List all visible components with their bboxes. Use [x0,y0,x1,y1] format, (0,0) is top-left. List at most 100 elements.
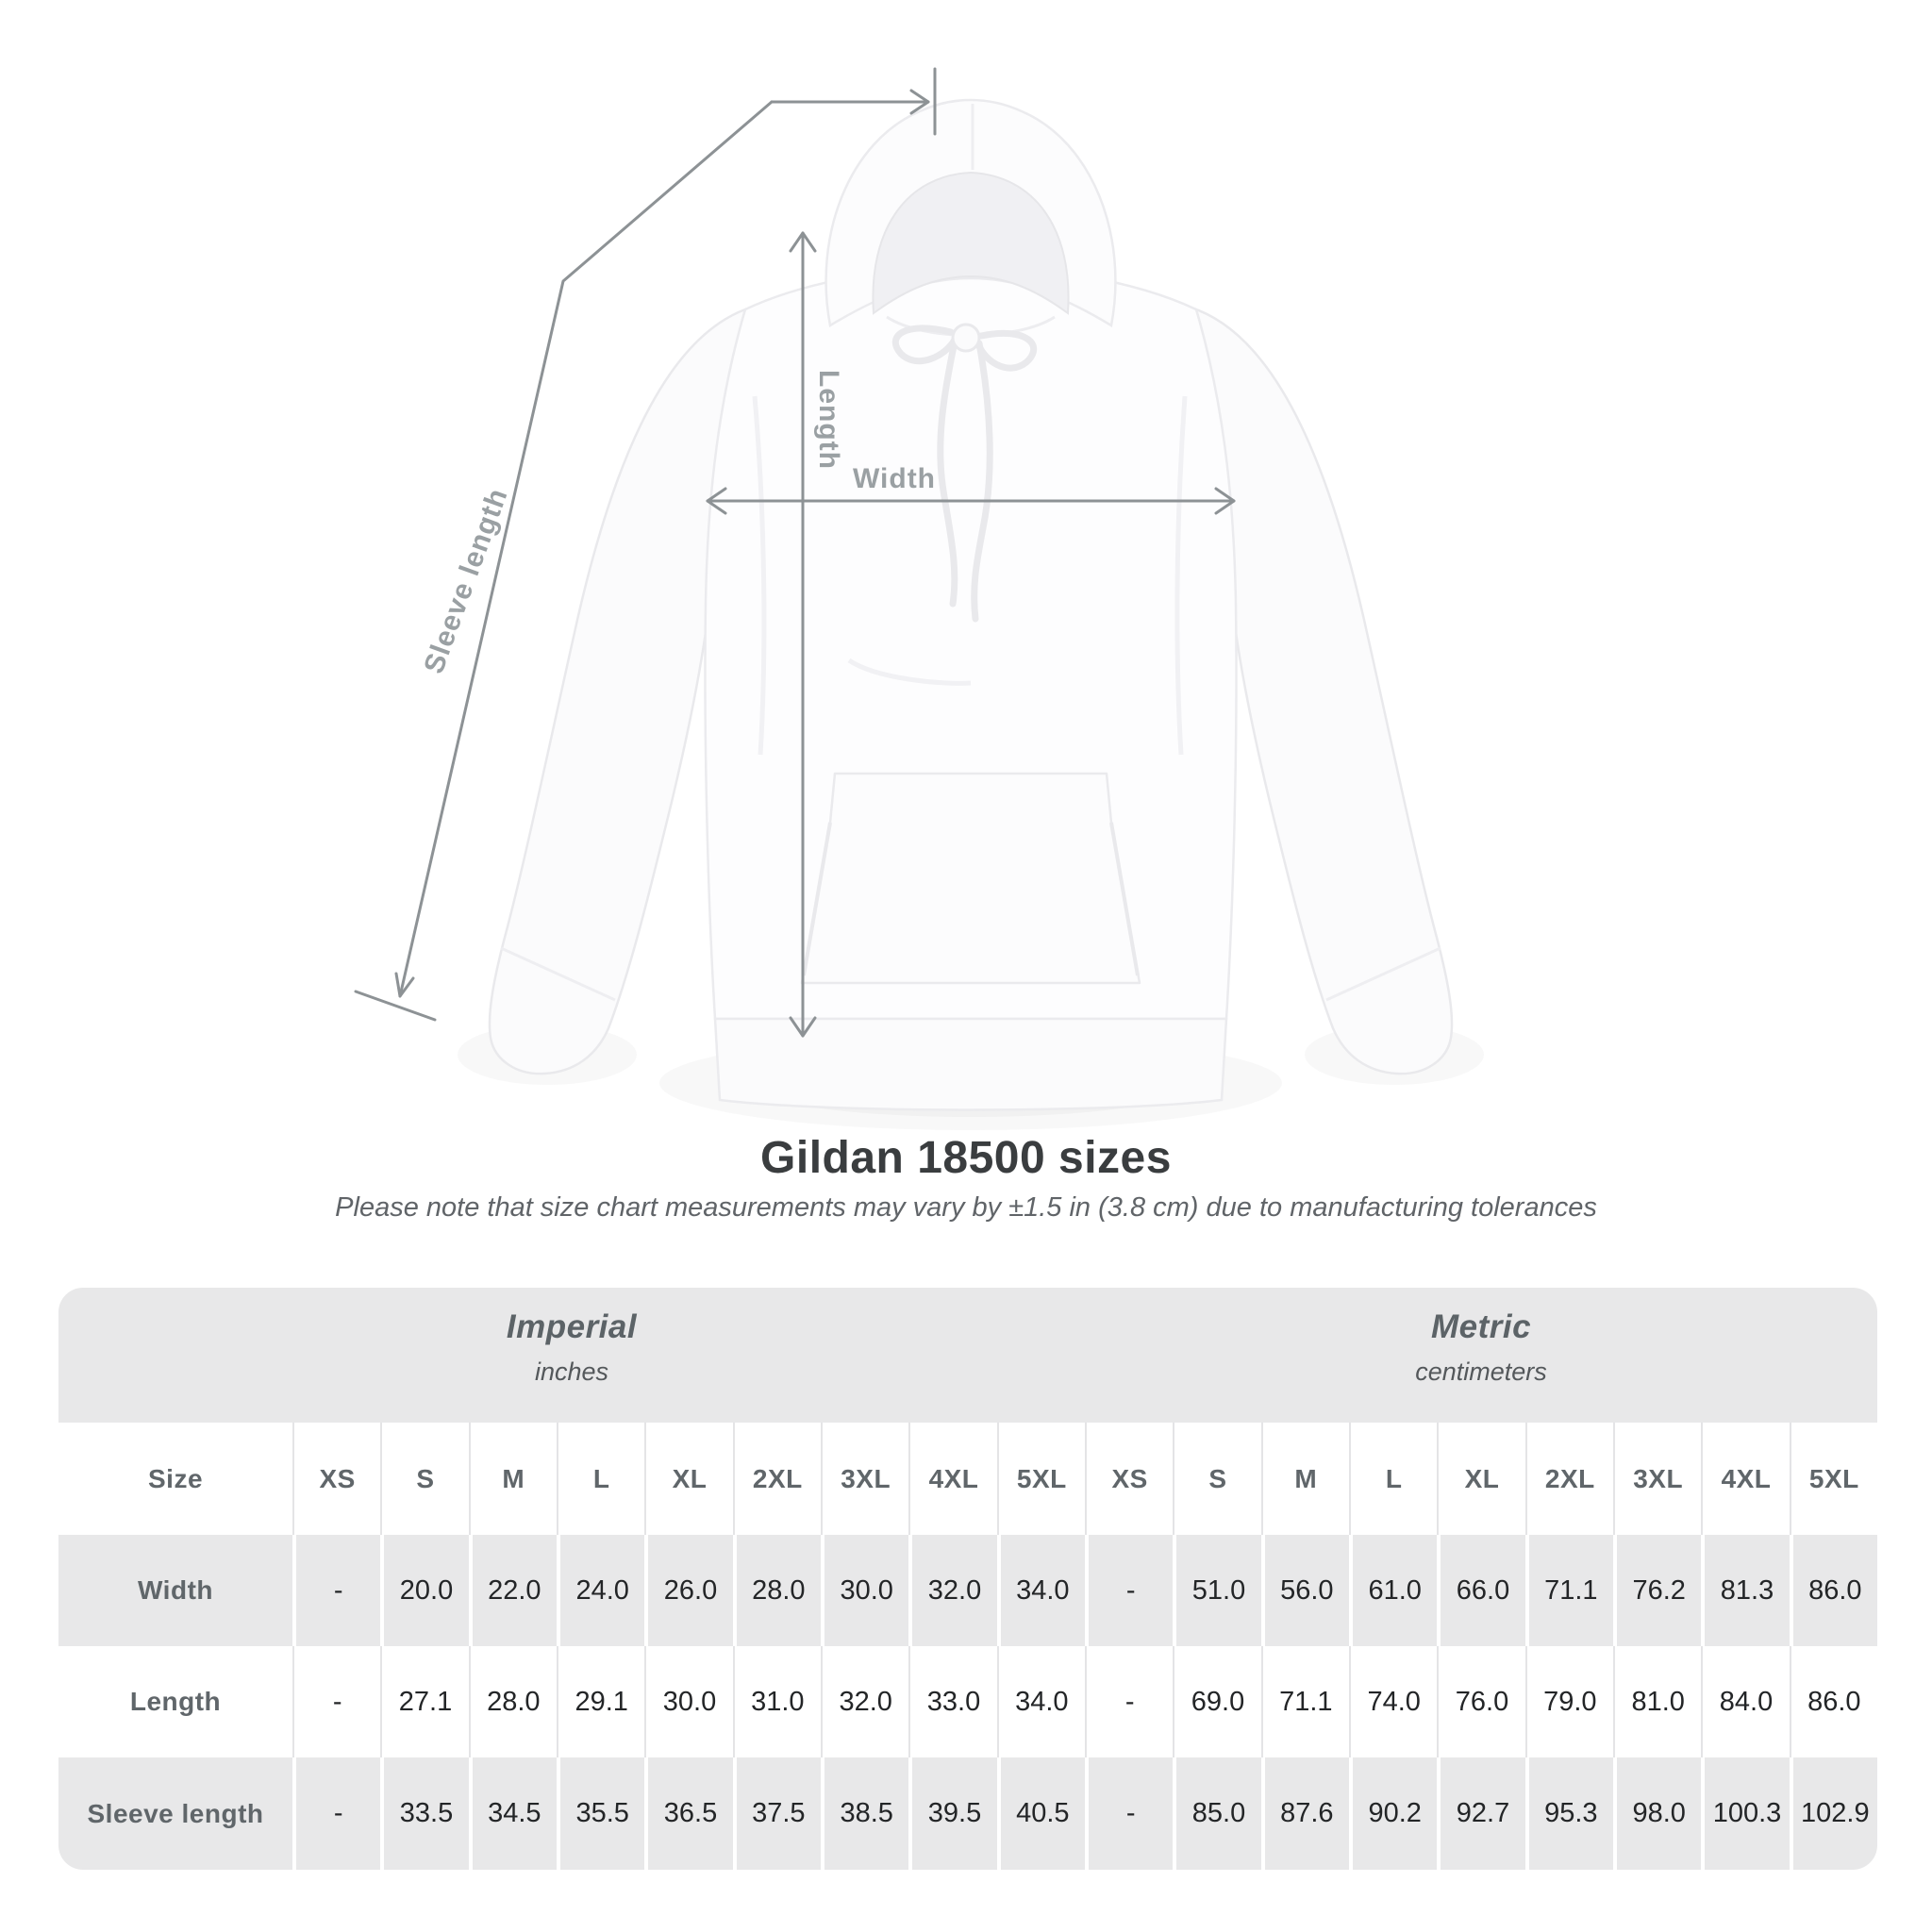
value-cell: 81.0 [1613,1646,1701,1757]
size-header-cell: XS [1085,1423,1173,1535]
drawstring-knot [951,323,981,353]
size-header-cell: 4XL [908,1423,996,1535]
metric-group-header: Metric centimeters [1085,1288,1877,1423]
size-chart-table: Imperial inches Metric centimeters Size … [58,1288,1877,1870]
size-header-cell: XL [644,1423,732,1535]
kangaroo-pocket [800,772,1141,985]
sleeve-length-arrow [354,67,937,1022]
hoodie-hem-band [713,1017,1228,1111]
value-cell: - [1085,1535,1173,1646]
value-cell: 27.1 [380,1646,468,1757]
hoodie-measurement-diagram: Length Width Sleeve length [354,67,1454,1111]
value-cell: 90.2 [1349,1757,1437,1870]
size-header-cell: XS [292,1423,380,1535]
value-cell: 40.5 [996,1757,1085,1870]
length-label: Length [813,370,844,470]
value-cell: 69.0 [1173,1646,1260,1757]
tolerance-note: Please note that size chart measurements… [335,1192,1597,1223]
value-cell: 66.0 [1437,1535,1524,1646]
size-header-cell: M [468,1423,557,1535]
size-column-header: Size [147,1463,204,1493]
value-cell: 35.5 [557,1757,644,1870]
imperial-group-header: Imperial inches [58,1288,1085,1423]
size-header-row: Size XS S M L XL 2XL 3XL 4XL 5XL XS S M … [58,1423,1877,1535]
value-cell: 30.0 [821,1535,908,1646]
value-cell: 76.2 [1613,1535,1701,1646]
pocket-opening-left [802,822,832,976]
size-header-cell: S [380,1423,468,1535]
width-label: Width [853,463,936,494]
value-cell: 84.0 [1701,1646,1789,1757]
unit-header-row: Imperial inches Metric centimeters [58,1288,1877,1423]
size-header-cell: L [557,1423,644,1535]
sleeve-length-label: Sleeve length [418,484,514,677]
right-cuff-seam [1325,946,1441,1002]
value-cell: 76.0 [1437,1646,1524,1757]
value-cell: 79.0 [1524,1646,1613,1757]
value-cell: 28.0 [468,1646,557,1757]
value-cell: - [292,1757,380,1870]
imperial-label: Imperial [506,1308,638,1345]
drawstrings [892,325,1038,623]
value-cell: 28.0 [732,1535,821,1646]
size-header-cell: 4XL [1701,1423,1789,1535]
value-cell: 87.6 [1260,1757,1349,1870]
size-header-cell: L [1349,1423,1437,1535]
value-cell: - [292,1646,380,1757]
size-header-cell: 3XL [1613,1423,1701,1535]
size-header-cell: 2XL [732,1423,821,1535]
width-row: Width - 20.0 22.0 24.0 26.0 28.0 30.0 32… [58,1535,1877,1646]
value-cell: 26.0 [644,1535,732,1646]
size-header-cell: 3XL [821,1423,908,1535]
width-arrow [706,487,1236,515]
value-cell: 39.5 [908,1757,996,1870]
value-cell: 38.5 [821,1757,908,1870]
value-cell: - [1085,1757,1173,1870]
value-cell: 100.3 [1701,1757,1789,1870]
page-title: Gildan 18500 sizes [760,1133,1172,1183]
value-cell: 30.0 [644,1646,732,1757]
length-row: Length - 27.1 28.0 29.1 30.0 31.0 32.0 3… [58,1646,1877,1757]
length-arrow [789,231,817,1038]
row-label-length: Length [129,1687,222,1716]
value-cell: 102.9 [1789,1757,1877,1870]
value-cell: 33.0 [908,1646,996,1757]
value-cell: 92.7 [1437,1757,1524,1870]
value-cell: 37.5 [732,1757,821,1870]
size-header-cell: XL [1437,1423,1524,1535]
value-cell: 34.0 [996,1646,1085,1757]
value-cell: 71.1 [1524,1535,1613,1646]
size-header-cell: 5XL [1789,1423,1877,1535]
value-cell: 34.5 [468,1757,557,1870]
value-cell: - [292,1535,380,1646]
value-cell: 56.0 [1260,1535,1349,1646]
hood-opening [872,171,1070,315]
metric-unit: centimeters [1415,1357,1547,1386]
value-cell: 20.0 [380,1535,468,1646]
value-cell: 81.3 [1701,1535,1789,1646]
sleeve-length-row: Sleeve length - 33.5 34.5 35.5 36.5 37.5… [58,1757,1877,1870]
size-header-cell: 5XL [996,1423,1085,1535]
value-cell: - [1085,1646,1173,1757]
row-label-width: Width [138,1575,213,1605]
pocket-opening-right [1109,822,1140,976]
value-cell: 74.0 [1349,1646,1437,1757]
fabric-folds [752,395,1188,756]
value-cell: 95.3 [1524,1757,1613,1870]
value-cell: 32.0 [821,1646,908,1757]
value-cell: 86.0 [1789,1646,1877,1757]
value-cell: 85.0 [1173,1757,1260,1870]
value-cell: 98.0 [1613,1757,1701,1870]
value-cell: 71.1 [1260,1646,1349,1757]
value-cell: 22.0 [468,1535,557,1646]
row-label-sleeve-length: Sleeve length [87,1798,264,1828]
value-cell: 31.0 [732,1646,821,1757]
measurement-lines [354,67,1236,1038]
value-cell: 36.5 [644,1757,732,1870]
size-header-cell: 2XL [1524,1423,1613,1535]
metric-label: Metric [1430,1308,1532,1345]
value-cell: 33.5 [380,1757,468,1870]
value-cell: 29.1 [557,1646,644,1757]
value-cell: 32.0 [908,1535,996,1646]
value-cell: 86.0 [1789,1535,1877,1646]
